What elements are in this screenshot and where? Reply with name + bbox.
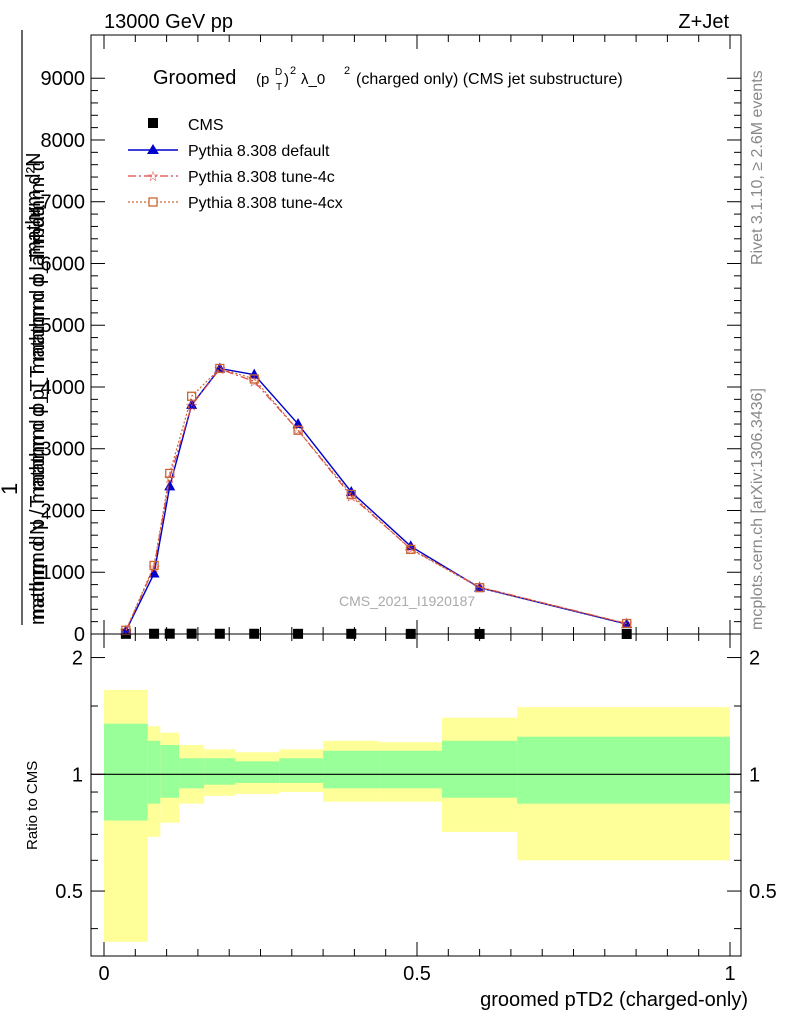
inner-band-bin <box>323 750 380 789</box>
ratio-frame <box>90 633 742 957</box>
inner-band-bin <box>204 758 236 785</box>
title-rest: (charged only) (CMS jet substructure) <box>356 71 623 88</box>
main-ytick-label: 0 <box>74 624 85 646</box>
data-point <box>249 374 259 384</box>
legend: CMS Pythia 8.308 default ☆ Pythia 8.308 … <box>128 117 343 212</box>
main-ylabel: mathrm d²N mathrm d p_T mathrm d p_T mat… <box>0 30 49 625</box>
ylabel-one: 1 <box>0 483 22 495</box>
series-line <box>125 367 627 631</box>
data-point <box>474 583 485 593</box>
legend-marker-default <box>147 144 159 154</box>
uncertainty-bands <box>104 689 730 942</box>
rivet-label: Rivet 3.1.10, ≥ 2.6M events <box>749 70 766 265</box>
ylabel-mid: mathrm d p_T mathrm d p_T mathrm d lambd… <box>27 204 49 620</box>
legend-label-default: Pythia 8.308 default <box>188 143 330 160</box>
title-math-sup-3: 2 <box>344 65 350 77</box>
main-ytick-label: 9000 <box>41 68 86 90</box>
inner-band-bin <box>147 740 161 804</box>
title-math-sup-1: D <box>275 67 282 78</box>
series-line <box>125 368 627 631</box>
ratio-xtick-label: 1 <box>724 963 735 985</box>
data-point <box>292 418 304 429</box>
main-ytick-label: 8000 <box>41 130 86 152</box>
title-main: Groomed <box>153 67 236 89</box>
legend-item-default: Pythia 8.308 default <box>128 143 330 160</box>
ratio-xtick-label: 0.5 <box>403 963 431 985</box>
ratio-ytick-label-right: 2 <box>749 648 760 670</box>
mcplots-label: mcplots.cern.ch [arXiv:1306.3436] <box>749 388 766 630</box>
main-ytick-label: 7000 <box>41 192 86 214</box>
data-point <box>406 544 416 555</box>
data-point <box>148 567 160 578</box>
data-point: ☆ <box>473 579 486 596</box>
main-ytick-label: 2000 <box>41 500 86 522</box>
legend-label-tune4c: Pythia 8.308 tune-4c <box>188 169 335 186</box>
main-y-ticks: 0 1000 2000 3000 4000 5000 6000 7000 8000 9000 <box>41 68 741 646</box>
title-math-1: (p <box>256 71 269 88</box>
data-point <box>149 560 159 571</box>
main-ytick-label: 4000 <box>41 377 86 399</box>
ratio-ytick-label-right: 1 <box>749 764 760 786</box>
data-point <box>165 468 175 479</box>
legend-marker-tune4cx <box>148 197 158 207</box>
chart-title: Groomed (p D T ) 2 λ_0 2 (charged only) … <box>153 65 623 93</box>
ratio-ytick-label-left: 1 <box>72 764 83 786</box>
legend-item-tune4cx: Pythia 8.308 tune-4cx <box>128 195 343 212</box>
ratio-xtick-label: 0 <box>98 963 109 985</box>
inner-band-bin <box>517 736 730 804</box>
series-line <box>125 367 627 632</box>
ratio-x-ticks: 0 0.5 1 <box>98 634 736 985</box>
legend-marker-tune4c: ☆ <box>147 168 160 184</box>
legend-label-tune4cx: Pythia 8.308 tune-4cx <box>188 195 343 212</box>
data-point <box>186 391 197 401</box>
ratio-ytick-label-left: 2 <box>72 648 83 670</box>
data-point: ☆ <box>248 373 261 390</box>
ratio-ytick-label-left: 0.5 <box>55 881 83 903</box>
title-math-2: ) <box>284 71 289 88</box>
legend-item-tune4c: ☆ Pythia 8.308 tune-4c <box>128 168 335 186</box>
xlabel: groomed pTD2 (charged-only) <box>480 989 748 1011</box>
title-math-sup-2: 2 <box>290 65 296 77</box>
ylabel-bottom: mathrm d N / mathrm d p_T mathrm d p_T m… <box>27 160 49 625</box>
ylabel-top: mathrm d²N <box>23 152 45 258</box>
main-ytick-label: 1000 <box>41 562 86 584</box>
ratio-ylabel: Ratio to CMS <box>24 761 41 850</box>
inner-band-bin <box>179 758 205 789</box>
main-x-ticks <box>103 35 731 634</box>
data-point: ☆ <box>404 541 417 558</box>
main-ytick-label: 3000 <box>41 439 86 461</box>
ratio-ytick-label-right: 0.5 <box>749 881 777 903</box>
data-point <box>293 425 303 435</box>
legend-marker-cms <box>148 118 158 128</box>
ratio-y-ticks: 0.5 0.5 1 1 2 2 <box>55 648 777 930</box>
data-point <box>215 363 225 374</box>
data-point: ☆ <box>119 623 132 640</box>
title-math-sub-1: T <box>276 82 282 93</box>
legend-label-cms: CMS <box>188 117 224 134</box>
header-right: Z+Jet <box>678 11 729 33</box>
data-point <box>346 489 356 500</box>
inner-band-bin <box>379 750 443 789</box>
data-point <box>622 618 632 629</box>
ratio-panel: 0.5 0.51 12 2 0 0.5 1 Ratio to CMS groomed pT… <box>24 633 777 1011</box>
inner-band-bin <box>442 740 518 798</box>
inner-band-bin <box>235 761 280 783</box>
inner-band-bin <box>104 723 148 821</box>
header-left: 13000 GeV pp <box>104 11 233 33</box>
main-ytick-label: 5000 <box>41 315 86 337</box>
series-3 <box>121 363 632 635</box>
title-math-3: λ_0 <box>301 71 325 88</box>
data-point <box>248 368 260 379</box>
main-panel: 0 1000 2000 3000 4000 5000 6000 7000 8000 9000 CM… <box>41 34 742 646</box>
data-point: ☆ <box>620 616 633 633</box>
legend-item-cms: CMS <box>148 117 224 134</box>
inner-band-bin <box>160 744 180 798</box>
watermark: CMS_2021_I1920187 <box>339 593 475 609</box>
main-ytick-label: 6000 <box>41 253 86 275</box>
inner-band-bin <box>279 758 324 783</box>
